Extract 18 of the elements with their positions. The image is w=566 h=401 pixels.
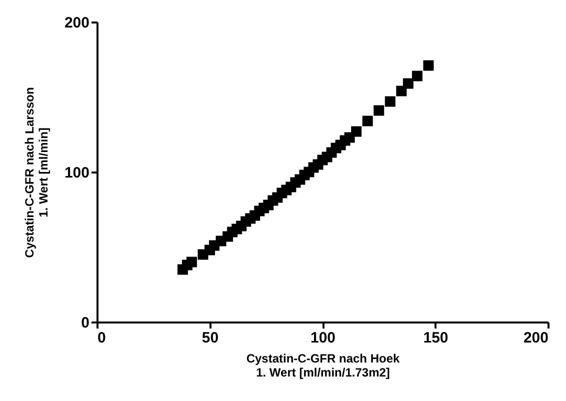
x-tick-label: 150 (423, 330, 448, 346)
x-tick-label: 200 (523, 330, 548, 346)
point (362, 116, 373, 126)
x-axis-title: Cystatin-C-GFR nach Hoek 1. Wert [ml/min/1.73m2] (246, 352, 400, 380)
x-tick-label: 100 (310, 330, 336, 346)
x-tick-label: 0 (98, 330, 106, 346)
y-axis-title: Cystatin-C-GFR nach Larsson 1. Wert [ml/min] (22, 87, 50, 258)
x-tick-label: 50 (202, 330, 219, 346)
point (412, 70, 422, 82)
point (186, 256, 197, 268)
point (374, 105, 384, 116)
point (402, 78, 414, 89)
y-tick-label: 100 (64, 164, 90, 182)
point (423, 60, 434, 71)
point (384, 96, 396, 107)
y-tick-label: 200 (64, 14, 90, 32)
point (351, 126, 362, 137)
y-tick-label: 0 (81, 314, 90, 332)
